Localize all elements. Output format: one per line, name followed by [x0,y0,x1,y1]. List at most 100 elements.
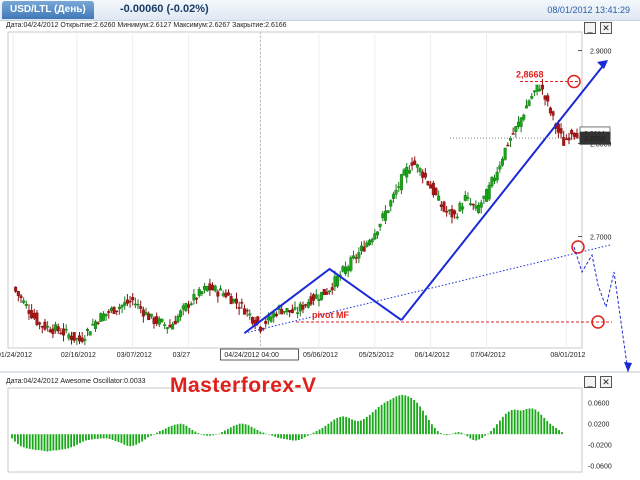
oscillator-bar [428,420,430,435]
oscillator-bar [439,433,442,435]
candle-up [22,300,26,303]
candle-up [397,186,401,188]
oscillator-bar [318,429,321,435]
candle-up [522,114,526,120]
candle-up [149,313,153,317]
oscillator-bar [454,432,457,435]
oscillator-bar [339,416,342,435]
close-button[interactable]: ✕ [600,22,612,34]
candle-down [242,308,246,315]
wave-line [243,267,402,334]
candle-up [370,239,374,243]
oscillator-bar [82,434,84,442]
oscillator-bar [516,410,519,435]
candle-up [88,331,92,336]
candle-down [224,292,228,298]
candle-up [179,310,183,317]
candle-up [219,288,223,291]
oscillator-bar [460,432,463,435]
oscillator-bar [46,434,49,452]
oscillator-bar [478,434,481,440]
candle-up [163,324,167,326]
oscillator-bar [436,431,439,435]
brand-watermark: Masterforex-V [170,374,317,397]
candle-up [54,324,58,331]
oscillator-bar [229,427,232,435]
candle-up [213,285,217,292]
x-tick-label: 01/24/2012 [0,352,32,359]
oscillator-bar [111,434,114,440]
oscillator-bar [493,427,495,435]
oscillator-window-controls: _ ✕ [584,376,620,390]
candle-down [450,209,454,218]
minimize-button[interactable]: _ [584,22,596,34]
oscillator-bar [232,425,235,435]
oscillator-bar [79,434,81,444]
candle-up [386,210,390,213]
oscillator-bar [147,434,149,438]
oscillator-bar [555,427,557,435]
candle-down [421,171,425,178]
oscillator-bar [188,427,191,435]
candle-down [51,328,55,335]
oscillator-minimize-button[interactable]: _ [584,376,596,388]
candle-up [344,266,348,274]
candle-up [469,203,473,205]
candle-up [514,126,518,132]
candle-down [40,325,44,328]
candle-up [320,291,324,300]
candle-up [24,304,28,306]
oscillator-close-button[interactable]: ✕ [600,376,612,388]
oscillator-bar [283,434,285,439]
candle-down [14,286,18,292]
candle-down [426,181,430,186]
candle-up [516,121,520,127]
oscillator-bar [552,425,555,435]
oscillator-bar [185,425,188,435]
candle-down [429,184,433,189]
oscillator-bar [67,434,70,449]
oscillator-bar [108,434,111,439]
candle-down [211,284,215,291]
candle-up [532,90,536,93]
candle-down [570,130,574,135]
candle-up [455,216,459,219]
oscillator-bar [73,434,75,447]
oscillator-bar [209,434,212,436]
candle-up [373,233,377,240]
candle-up [91,324,95,326]
candle-down [56,326,60,332]
candle-down [567,137,571,141]
oscillator-bar [309,434,312,435]
candle-up [375,231,379,236]
candle-up [157,318,161,325]
candle-down [453,210,457,215]
candle-up [205,286,209,292]
candle-up [466,197,470,199]
oscillator-bar [87,434,90,440]
oscillator-y-tick-label: -0.0600 [588,464,612,471]
x-tick-label: 02/16/2012 [61,352,96,359]
oscillator-bar [132,434,135,446]
candle-down [330,287,334,291]
candle-up [184,303,188,312]
candle-down [445,211,449,213]
oscillator-bar [170,425,173,435]
oscillator-bar [534,409,537,435]
candle-up [144,311,148,315]
candle-up [535,84,539,92]
oscillator-bar [247,425,250,435]
oscillator-bar [244,424,247,435]
candle-up [83,339,87,341]
candle-down [78,335,82,342]
oscillator-bar [407,396,410,435]
candle-down [354,257,358,259]
candle-up [402,169,406,176]
oscillator-bar [212,434,214,436]
candle-up [282,311,286,313]
symbol-tab[interactable]: USD/LTL (День) [2,1,94,19]
candle-up [117,307,121,310]
oscillator-bar [540,414,543,435]
oscillator-bar [176,424,179,435]
